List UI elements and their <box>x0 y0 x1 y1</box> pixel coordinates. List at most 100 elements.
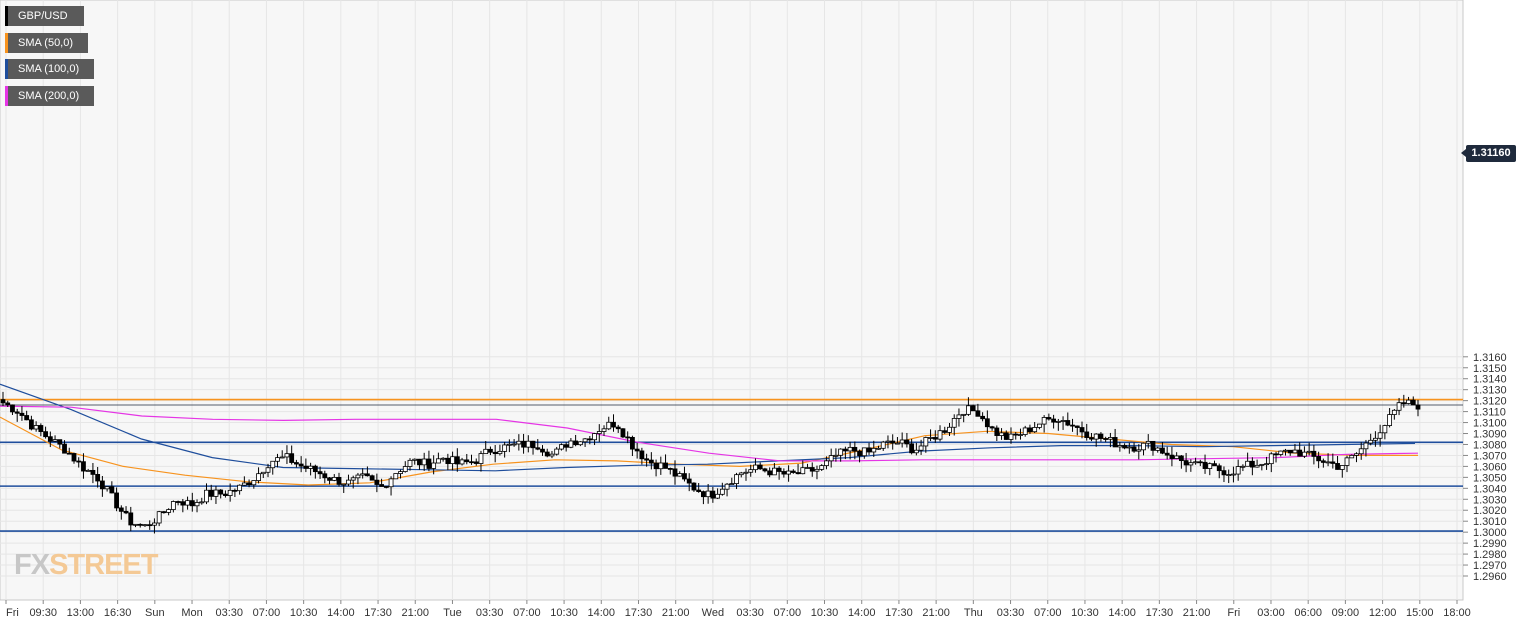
legend-item-sma200[interactable]: SMA (200,0) <box>5 86 94 106</box>
logo-fx: FX <box>14 549 50 581</box>
x-tick-label: Thu <box>964 607 983 619</box>
candle-body <box>554 448 560 455</box>
candle-body <box>753 464 758 471</box>
candle-body <box>104 486 110 490</box>
candle-body <box>5 402 11 406</box>
candle-body <box>1287 449 1293 454</box>
candle-body <box>1183 460 1189 466</box>
candle-body <box>166 509 172 513</box>
legend-item-sma50[interactable]: SMA (50,0) <box>5 33 88 53</box>
y-tick-label: 1.3030 <box>1473 494 1507 506</box>
x-tick-label: 03:30 <box>997 607 1025 619</box>
candle-body <box>1410 399 1416 406</box>
x-tick-label: 17:30 <box>1146 607 1174 619</box>
candle-body <box>62 443 67 454</box>
x-tick-label: 10:30 <box>550 607 578 619</box>
candle-body <box>776 467 782 472</box>
candle-body <box>1141 442 1146 451</box>
candle-body <box>634 448 640 452</box>
candle-body <box>866 447 872 453</box>
candle-body <box>473 461 479 464</box>
candle-body <box>57 439 63 445</box>
candle-body <box>421 458 427 466</box>
candle-body <box>847 446 853 452</box>
candle-body <box>1226 474 1232 477</box>
candle-body <box>648 459 654 464</box>
candle-body <box>530 440 536 449</box>
candle-body <box>1032 427 1038 433</box>
x-tick-label: 07:00 <box>253 607 281 619</box>
candle-body <box>1363 442 1369 450</box>
candle-body <box>805 467 810 469</box>
candle-body <box>540 448 545 453</box>
candle-body <box>639 450 645 460</box>
candle-body <box>871 447 877 453</box>
legend-item-sma100[interactable]: SMA (100,0) <box>5 59 94 79</box>
grid-lines <box>0 0 1463 600</box>
candle-body <box>824 460 829 467</box>
candle-body <box>450 456 455 465</box>
candle-body <box>81 461 86 472</box>
y-tick-label: 1.3120 <box>1473 396 1507 408</box>
candle-body <box>1041 417 1047 425</box>
candle-body <box>630 436 635 450</box>
candle-body <box>1169 454 1175 459</box>
candle-body <box>279 456 285 459</box>
y-tick-label: 1.3000 <box>1473 527 1507 539</box>
candle-body <box>1297 449 1303 457</box>
x-tick-label: 18:00 <box>1443 607 1471 619</box>
y-tick-label: 1.3080 <box>1473 439 1507 451</box>
fxstreet-logo: FXSTREET <box>14 549 158 582</box>
x-tick-label: 21:00 <box>1183 607 1211 619</box>
candle-body <box>322 473 328 479</box>
candle-body <box>1302 451 1307 457</box>
candle-body <box>966 405 971 415</box>
candle-body <box>431 462 437 469</box>
candle-body <box>1391 409 1397 415</box>
legend-item-gbpusd[interactable]: GBP/USD <box>5 6 84 26</box>
candle-body <box>398 471 403 474</box>
candle-body <box>232 489 238 492</box>
candle-body <box>516 440 522 445</box>
x-tick-label: 03:00 <box>1257 607 1285 619</box>
candle-body <box>1325 461 1331 464</box>
candle-body <box>383 486 389 488</box>
candle-body <box>303 465 309 469</box>
candle-body <box>667 468 673 470</box>
candle-body <box>1268 453 1274 465</box>
candle-body <box>719 488 725 495</box>
candle-body <box>1193 461 1198 464</box>
logo-street: STREET <box>49 549 158 581</box>
candle-body <box>748 469 754 473</box>
candle-body <box>327 477 332 481</box>
candle-body <box>999 432 1004 436</box>
candle-body <box>828 455 834 462</box>
candle-body <box>1136 449 1142 452</box>
candle-body <box>767 470 773 476</box>
candle-body <box>1122 445 1127 449</box>
candle-body <box>696 489 702 493</box>
candle-body <box>152 522 157 526</box>
candle-body <box>980 415 986 420</box>
candle-body <box>506 443 512 446</box>
x-tick-label: 07:00 <box>1034 607 1062 619</box>
candle-body <box>549 453 555 457</box>
candle-body <box>781 471 787 475</box>
candle-body <box>795 472 801 475</box>
candle-body <box>194 502 200 507</box>
candle-body <box>464 459 470 463</box>
x-tick-label: 09:00 <box>1332 607 1360 619</box>
candle-body <box>1354 453 1359 456</box>
candle-body <box>890 440 896 444</box>
candle-body <box>1373 437 1378 441</box>
x-tick-label: 14:00 <box>327 607 355 619</box>
candle-body <box>535 447 541 450</box>
candle-body <box>682 473 687 480</box>
candle-body <box>1320 460 1326 463</box>
candle-body <box>483 448 489 455</box>
candle-body <box>95 474 101 482</box>
candle-body <box>128 512 134 526</box>
candle-body <box>133 523 138 526</box>
x-tick-label: 10:30 <box>290 607 318 619</box>
candle-body <box>918 445 924 451</box>
